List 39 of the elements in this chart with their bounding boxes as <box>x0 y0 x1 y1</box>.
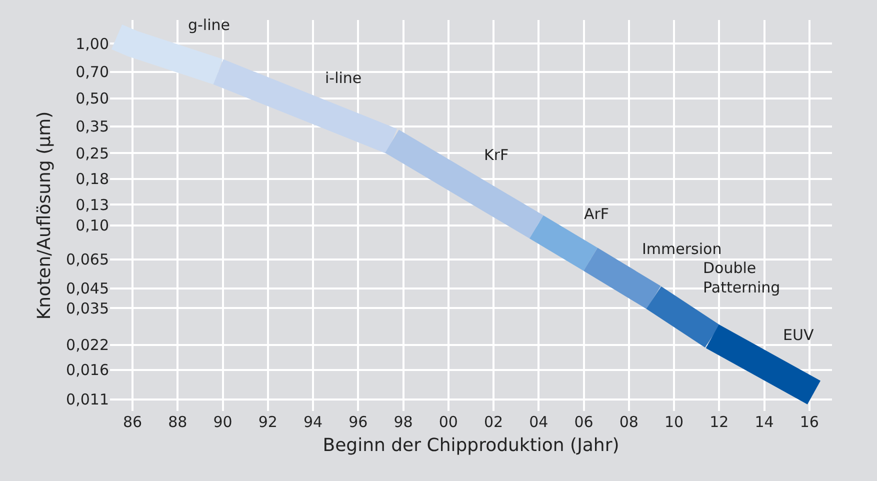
y-tick-label: 0,035 <box>66 299 109 318</box>
y-tick-label: 1,00 <box>76 34 109 53</box>
y-tick-label: 0,011 <box>66 390 109 409</box>
series-label: g-line <box>188 16 230 34</box>
x-tick-label: 86 <box>123 413 142 431</box>
series-label: Immersion <box>642 240 722 258</box>
series-label: i-line <box>325 69 362 87</box>
y-tick-label: 0,50 <box>76 90 109 108</box>
x-tick-label: 06 <box>574 413 594 431</box>
series-label: ArF <box>584 205 610 223</box>
x-tick-label: 02 <box>484 413 504 431</box>
x-tick-label: 92 <box>258 413 278 431</box>
x-tick-label: 16 <box>800 413 819 431</box>
x-tick-label: 12 <box>710 413 729 431</box>
x-tick-label: 08 <box>619 413 638 431</box>
x-tick-label: 14 <box>754 413 774 431</box>
series-label: Double Patterning <box>703 259 780 296</box>
x-tick-label: 98 <box>394 413 413 431</box>
y-tick-label: 0,016 <box>66 361 109 380</box>
y-tick-label: 0,065 <box>66 250 109 269</box>
y-axis-title: Knoten/Auflösung (µm) <box>34 111 56 320</box>
y-tick-label: 0,10 <box>76 216 109 235</box>
series-label: EUV <box>783 326 814 344</box>
x-tick-label: 00 <box>438 413 458 431</box>
x-tick-label: 94 <box>304 413 323 431</box>
y-tick-label: 0,35 <box>76 118 109 136</box>
x-tick-label: 04 <box>529 413 548 431</box>
y-tick-label: 0,18 <box>76 170 109 188</box>
series-label: KrF <box>484 146 509 164</box>
y-tick-label: 0,25 <box>76 144 109 162</box>
y-tick-label: 0,13 <box>76 196 109 214</box>
y-tick-label: 0,022 <box>66 336 109 354</box>
x-tick-label: 88 <box>168 413 188 431</box>
x-tick-label: 96 <box>348 413 368 431</box>
x-tick-label: 90 <box>213 413 232 431</box>
x-tick-label: 10 <box>664 413 684 431</box>
y-tick-label: 0,70 <box>76 63 109 82</box>
x-axis-title: Beginn der Chipproduktion (Jahr) <box>322 435 620 456</box>
y-tick-label: 0,045 <box>66 280 109 298</box>
